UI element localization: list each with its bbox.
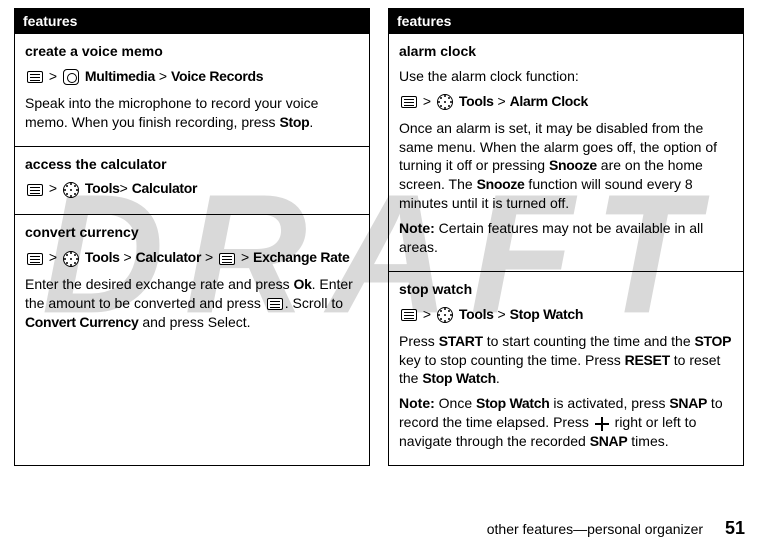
stopwatch-body: Press START to start counting the time a… [399, 332, 733, 389]
menu-icon [27, 253, 43, 265]
nav-icon [595, 417, 609, 431]
cell-calculator: access the calculator > Tools> Calculato… [15, 146, 369, 215]
path-tools3: Tools [459, 93, 494, 109]
path-stopwatch: > Tools > Stop Watch [399, 305, 733, 324]
stopwatch-label2: Stop Watch [476, 395, 549, 411]
page-footer: other features—personal organizer 51 [487, 518, 745, 539]
right-column: features alarm clock Use the alarm clock… [388, 8, 744, 466]
note-label2: Note: [399, 395, 435, 411]
alarm-body: Once an alarm is set, it may be disabled… [399, 119, 733, 213]
path-calculator: > Tools> Calculator [25, 179, 359, 198]
path-alarmclock: Alarm Clock [510, 93, 588, 109]
left-column: features create a voice memo > Multimedi… [14, 8, 370, 466]
cell-currency: convert currency > Tools > Calculator > … [15, 214, 369, 345]
swn-a: Once [435, 395, 476, 411]
convert-currency-label: Convert Currency [25, 314, 138, 330]
reset-label: RESET [625, 352, 670, 368]
title-calculator: access the calculator [25, 155, 359, 174]
cell-voice-memo: create a voice memo > Multimedia > Voice… [15, 33, 369, 146]
page-number: 51 [725, 518, 745, 538]
path-voice-records: Voice Records [171, 68, 263, 84]
title-currency: convert currency [25, 223, 359, 242]
path-tools2: Tools [85, 249, 120, 265]
path-stopwatch-label: Stop Watch [510, 306, 583, 322]
snooze-label: Snooze [549, 157, 597, 173]
path-currency: > Tools > Calculator > > Exchange Rate [25, 248, 359, 267]
stopwatch-label: Stop Watch [422, 370, 495, 386]
body-voice-memo-text: Speak into the microphone to record your… [25, 95, 318, 130]
body-voice-memo: Speak into the microphone to record your… [25, 94, 359, 132]
menu-icon [401, 309, 417, 321]
multimedia-icon [63, 69, 79, 85]
note-body: Certain features may not be available in… [399, 220, 703, 255]
left-header: features [15, 9, 369, 33]
sw-c: key to stop counting the time. Press [399, 352, 625, 368]
path-multimedia: Multimedia [85, 68, 155, 84]
stopwatch-note: Note: Once Stop Watch is activated, pres… [399, 394, 733, 451]
path-calc2: Calculator [136, 249, 201, 265]
curr-a: Enter the desired exchange rate and pres… [25, 276, 294, 292]
path-voice-memo: > Multimedia > Voice Records [25, 67, 359, 86]
path-tools4: Tools [459, 306, 494, 322]
stop-key-label: STOP [695, 333, 732, 349]
tools-icon [63, 251, 79, 267]
page-columns: features create a voice memo > Multimedi… [0, 0, 759, 466]
stop-label: Stop [279, 114, 309, 130]
alarm-note: Note: Certain features may not be availa… [399, 219, 733, 257]
path-alarm: > Tools > Alarm Clock [399, 92, 733, 111]
path-tools: Tools [85, 180, 120, 196]
tools-icon [63, 182, 79, 198]
alarm-intro: Use the alarm clock function: [399, 67, 733, 86]
snooze-label2: Snooze [477, 176, 525, 192]
menu-icon [27, 71, 43, 83]
curr-c: . Scroll to [285, 295, 343, 311]
swn-b: is activated, press [550, 395, 670, 411]
snap-label: SNAP [669, 395, 707, 411]
footer-section: other features—personal organizer [487, 521, 703, 537]
path-calc: Calculator [132, 180, 197, 196]
path-exchange: Exchange Rate [253, 249, 349, 265]
ok-label: Ok [294, 276, 312, 292]
sw-a: Press [399, 333, 439, 349]
title-voice-memo: create a voice memo [25, 42, 359, 61]
body-currency: Enter the desired exchange rate and pres… [25, 275, 359, 332]
menu-icon [401, 96, 417, 108]
snap-label2: SNAP [590, 433, 628, 449]
cell-stopwatch: stop watch > Tools > Stop Watch Press ST… [389, 271, 743, 465]
body-voice-memo-tail: . [309, 114, 313, 130]
curr-d: and press Select. [138, 314, 250, 330]
cell-alarm: alarm clock Use the alarm clock function… [389, 33, 743, 271]
sw-b: to start counting the time and the [483, 333, 695, 349]
right-header: features [389, 9, 743, 33]
menu-icon [267, 298, 283, 310]
swn-e: times. [627, 433, 668, 449]
menu-icon [219, 253, 235, 265]
sw-e: . [496, 370, 500, 386]
tools-icon [437, 307, 453, 323]
menu-icon [27, 184, 43, 196]
note-label: Note: [399, 220, 435, 236]
title-stopwatch: stop watch [399, 280, 733, 299]
tools-icon [437, 94, 453, 110]
title-alarm: alarm clock [399, 42, 733, 61]
start-label: START [439, 333, 483, 349]
